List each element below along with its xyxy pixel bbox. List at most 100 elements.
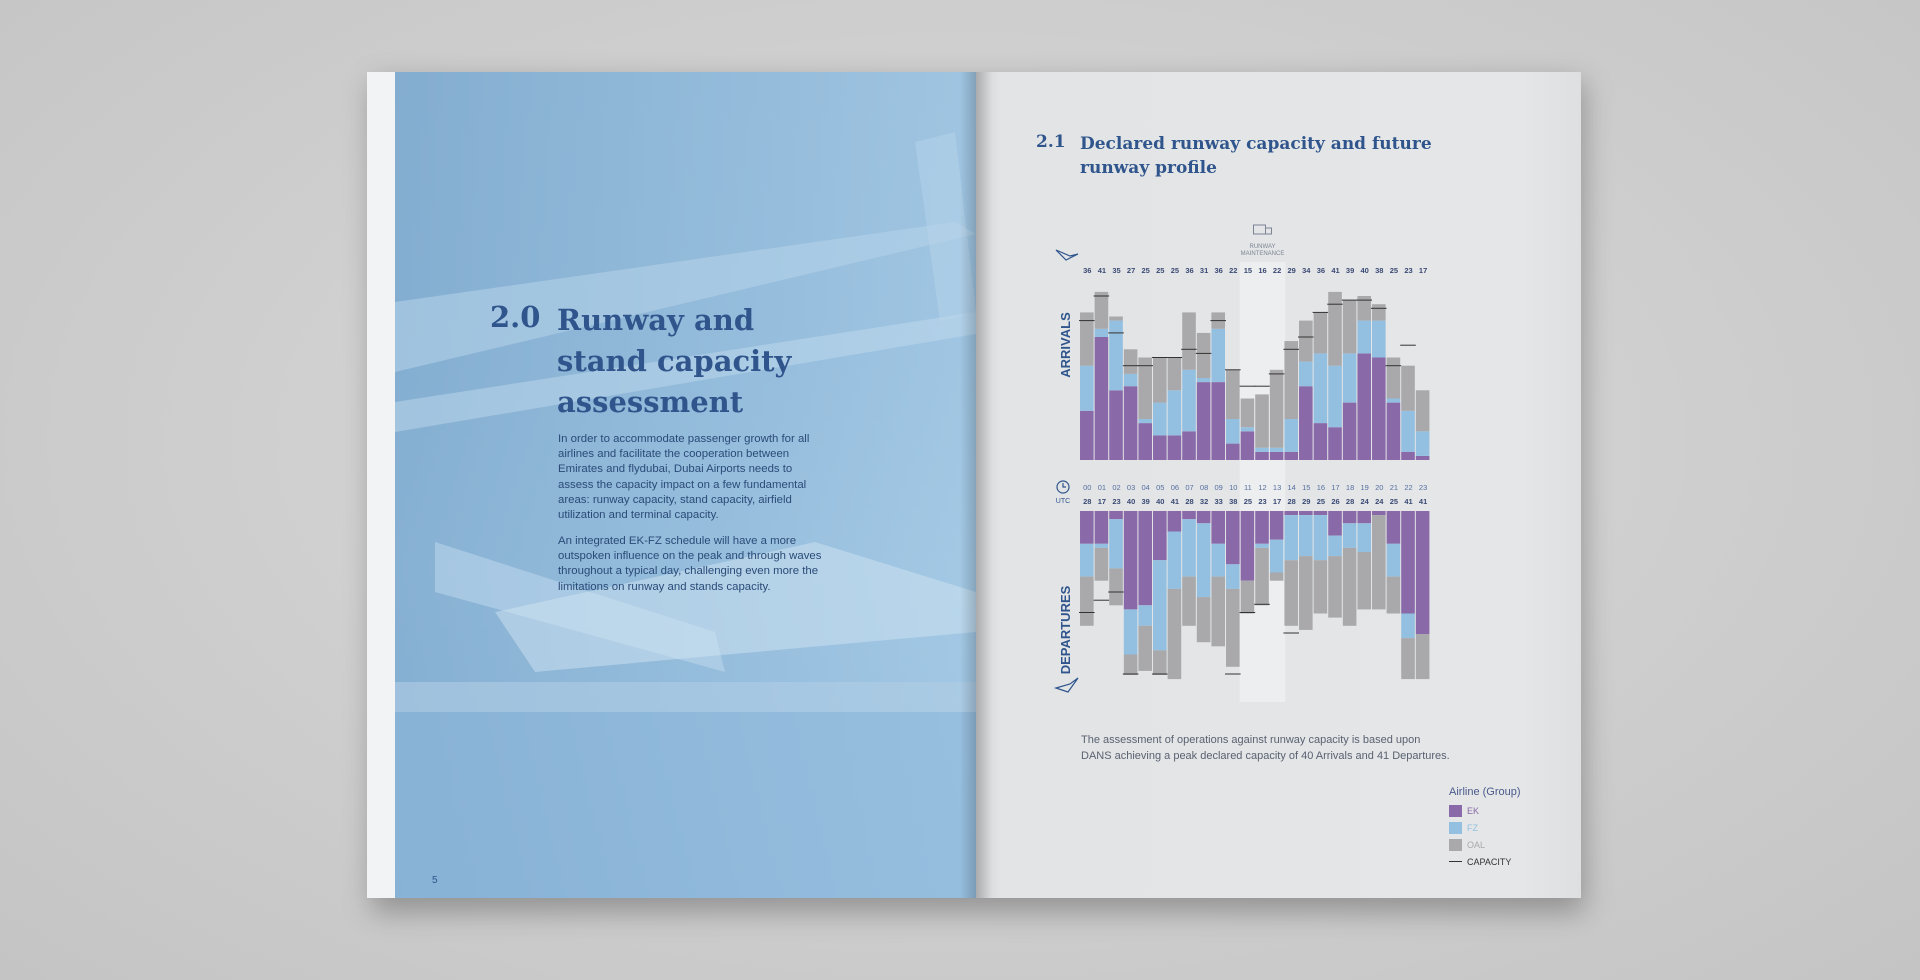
departure-total-label: 17 — [1098, 497, 1106, 506]
arrival-bar-fz — [1240, 427, 1255, 432]
arrival-total-label: 27 — [1127, 266, 1135, 275]
departure-total-label: 28 — [1083, 497, 1091, 506]
arrival-bar-ek — [1299, 386, 1313, 460]
hour-tick-label: 05 — [1156, 483, 1164, 492]
departure-bar-oal — [1386, 576, 1401, 614]
arrival-bar-fz — [1415, 431, 1430, 456]
departure-bar-fz — [1386, 543, 1401, 577]
arrival-total-label: 25 — [1142, 266, 1150, 275]
departure-bar-oal — [1372, 515, 1386, 610]
departure-bar-oal — [1299, 556, 1313, 630]
departure-bar-fz — [1328, 535, 1342, 557]
hour-tick-label: 09 — [1215, 483, 1223, 492]
departure-bar-ek — [1328, 511, 1342, 536]
departure-bar-ek — [1299, 511, 1313, 516]
arrival-total-label: 38 — [1375, 266, 1383, 275]
aircraft-tail-illustration — [395, 72, 976, 898]
arrival-total-label: 23 — [1404, 266, 1412, 275]
arrival-bar-ek — [1415, 455, 1430, 460]
arrival-bar-fz — [1372, 320, 1386, 358]
arrival-bar-fz — [1167, 390, 1182, 436]
legend-label: EK — [1467, 805, 1480, 816]
arrival-total-label: 29 — [1288, 266, 1296, 275]
hour-tick-label: 13 — [1273, 483, 1281, 492]
arrival-total-label: 22 — [1273, 266, 1281, 275]
clock-icon — [1062, 483, 1066, 488]
arrival-total-label: 36 — [1185, 266, 1193, 275]
departure-bar-ek — [1153, 511, 1167, 561]
departure-bar-ek — [1080, 511, 1094, 544]
arrival-total-label: 22 — [1229, 266, 1237, 275]
departure-bar-oal — [1240, 580, 1255, 614]
arrival-bar-fz — [1196, 378, 1211, 383]
departure-bar-ek — [1357, 511, 1372, 524]
departure-bar-oal — [1313, 560, 1328, 614]
arrival-total-label: 41 — [1331, 266, 1339, 275]
arrival-bar-oal — [1328, 291, 1342, 366]
arrival-total-label: 36 — [1215, 266, 1223, 275]
arrival-total-label: 35 — [1112, 266, 1120, 275]
legend-item-capacity: CAPACITY — [1449, 853, 1521, 870]
arrival-bar-fz — [1153, 402, 1167, 436]
arrival-bar-oal — [1240, 398, 1255, 428]
departure-total-label: 38 — [1229, 497, 1237, 506]
arrival-total-label: 36 — [1317, 266, 1325, 275]
departure-total-label: 28 — [1346, 497, 1354, 506]
departure-bar-ek — [1167, 511, 1182, 532]
fz-swatch — [1449, 821, 1462, 834]
arrival-bar-oal — [1255, 394, 1269, 448]
legend-item-oal: OAL — [1449, 836, 1521, 853]
departure-total-label: 17 — [1273, 497, 1281, 506]
arrival-bar-oal — [1401, 365, 1415, 411]
hour-tick-label: 01 — [1098, 483, 1106, 492]
departure-bar-fz — [1299, 515, 1313, 557]
integration-paragraph: An integrated EK-FZ schedule will have a… — [558, 535, 822, 593]
hour-tick-label: 23 — [1419, 483, 1427, 492]
departure-bar-ek — [1255, 511, 1269, 544]
arrival-bar-fz — [1328, 365, 1342, 428]
departure-bar-ek — [1401, 511, 1415, 614]
departure-bar-ek — [1109, 511, 1123, 520]
departure-bar-fz — [1211, 543, 1226, 577]
arrival-bar-oal — [1269, 369, 1284, 448]
arrival-total-label: 17 — [1419, 266, 1427, 275]
arrival-bar-ek — [1284, 451, 1299, 460]
subsection-title-line: Declared runway capacity and future — [1080, 134, 1432, 154]
departure-bar-ek — [1342, 511, 1357, 524]
departure-bar-ek — [1284, 511, 1299, 516]
departure-total-label: 25 — [1244, 497, 1252, 506]
departure-total-label: 40 — [1127, 497, 1135, 506]
departure-bar-fz — [1094, 543, 1109, 548]
departure-bar-fz — [1109, 519, 1123, 569]
arrival-bar-ek — [1328, 427, 1342, 460]
arrival-bar-ek — [1080, 410, 1094, 460]
departure-bar-fz — [1255, 543, 1269, 548]
section-number: 2.0 — [490, 300, 541, 334]
clock-icon — [1056, 480, 1070, 494]
legend-label: OAL — [1467, 839, 1486, 850]
capacity-note: The assessment of operations against run… — [1081, 733, 1501, 764]
arrival-bar-ek — [1094, 337, 1109, 460]
arrival-bar-oal — [1313, 312, 1328, 354]
departure-bar-ek — [1415, 511, 1430, 634]
departure-bar-fz — [1182, 519, 1196, 577]
departure-total-label: 29 — [1302, 497, 1310, 506]
departure-bar-oal — [1080, 576, 1094, 626]
arrival-bar-oal — [1386, 357, 1401, 399]
departure-total-label: 28 — [1288, 497, 1296, 506]
hour-tick-label: 22 — [1404, 483, 1412, 492]
hour-tick-label: 03 — [1127, 483, 1135, 492]
departure-bar-oal — [1109, 568, 1123, 606]
legend-item-ek: EK — [1449, 802, 1521, 819]
departure-bar-ek — [1211, 511, 1226, 544]
departures-axis-label: DEPARTURES — [1058, 585, 1073, 674]
arrival-bar-oal — [1342, 300, 1357, 354]
arrival-total-label: 25 — [1390, 266, 1398, 275]
legend-label: CAPACITY — [1467, 856, 1512, 867]
arrival-total-label: 39 — [1346, 266, 1354, 275]
arrival-bar-fz — [1386, 398, 1401, 403]
hour-tick-label: 12 — [1258, 483, 1266, 492]
departure-bar-oal — [1138, 625, 1153, 671]
departure-total-label: 41 — [1171, 497, 1179, 506]
